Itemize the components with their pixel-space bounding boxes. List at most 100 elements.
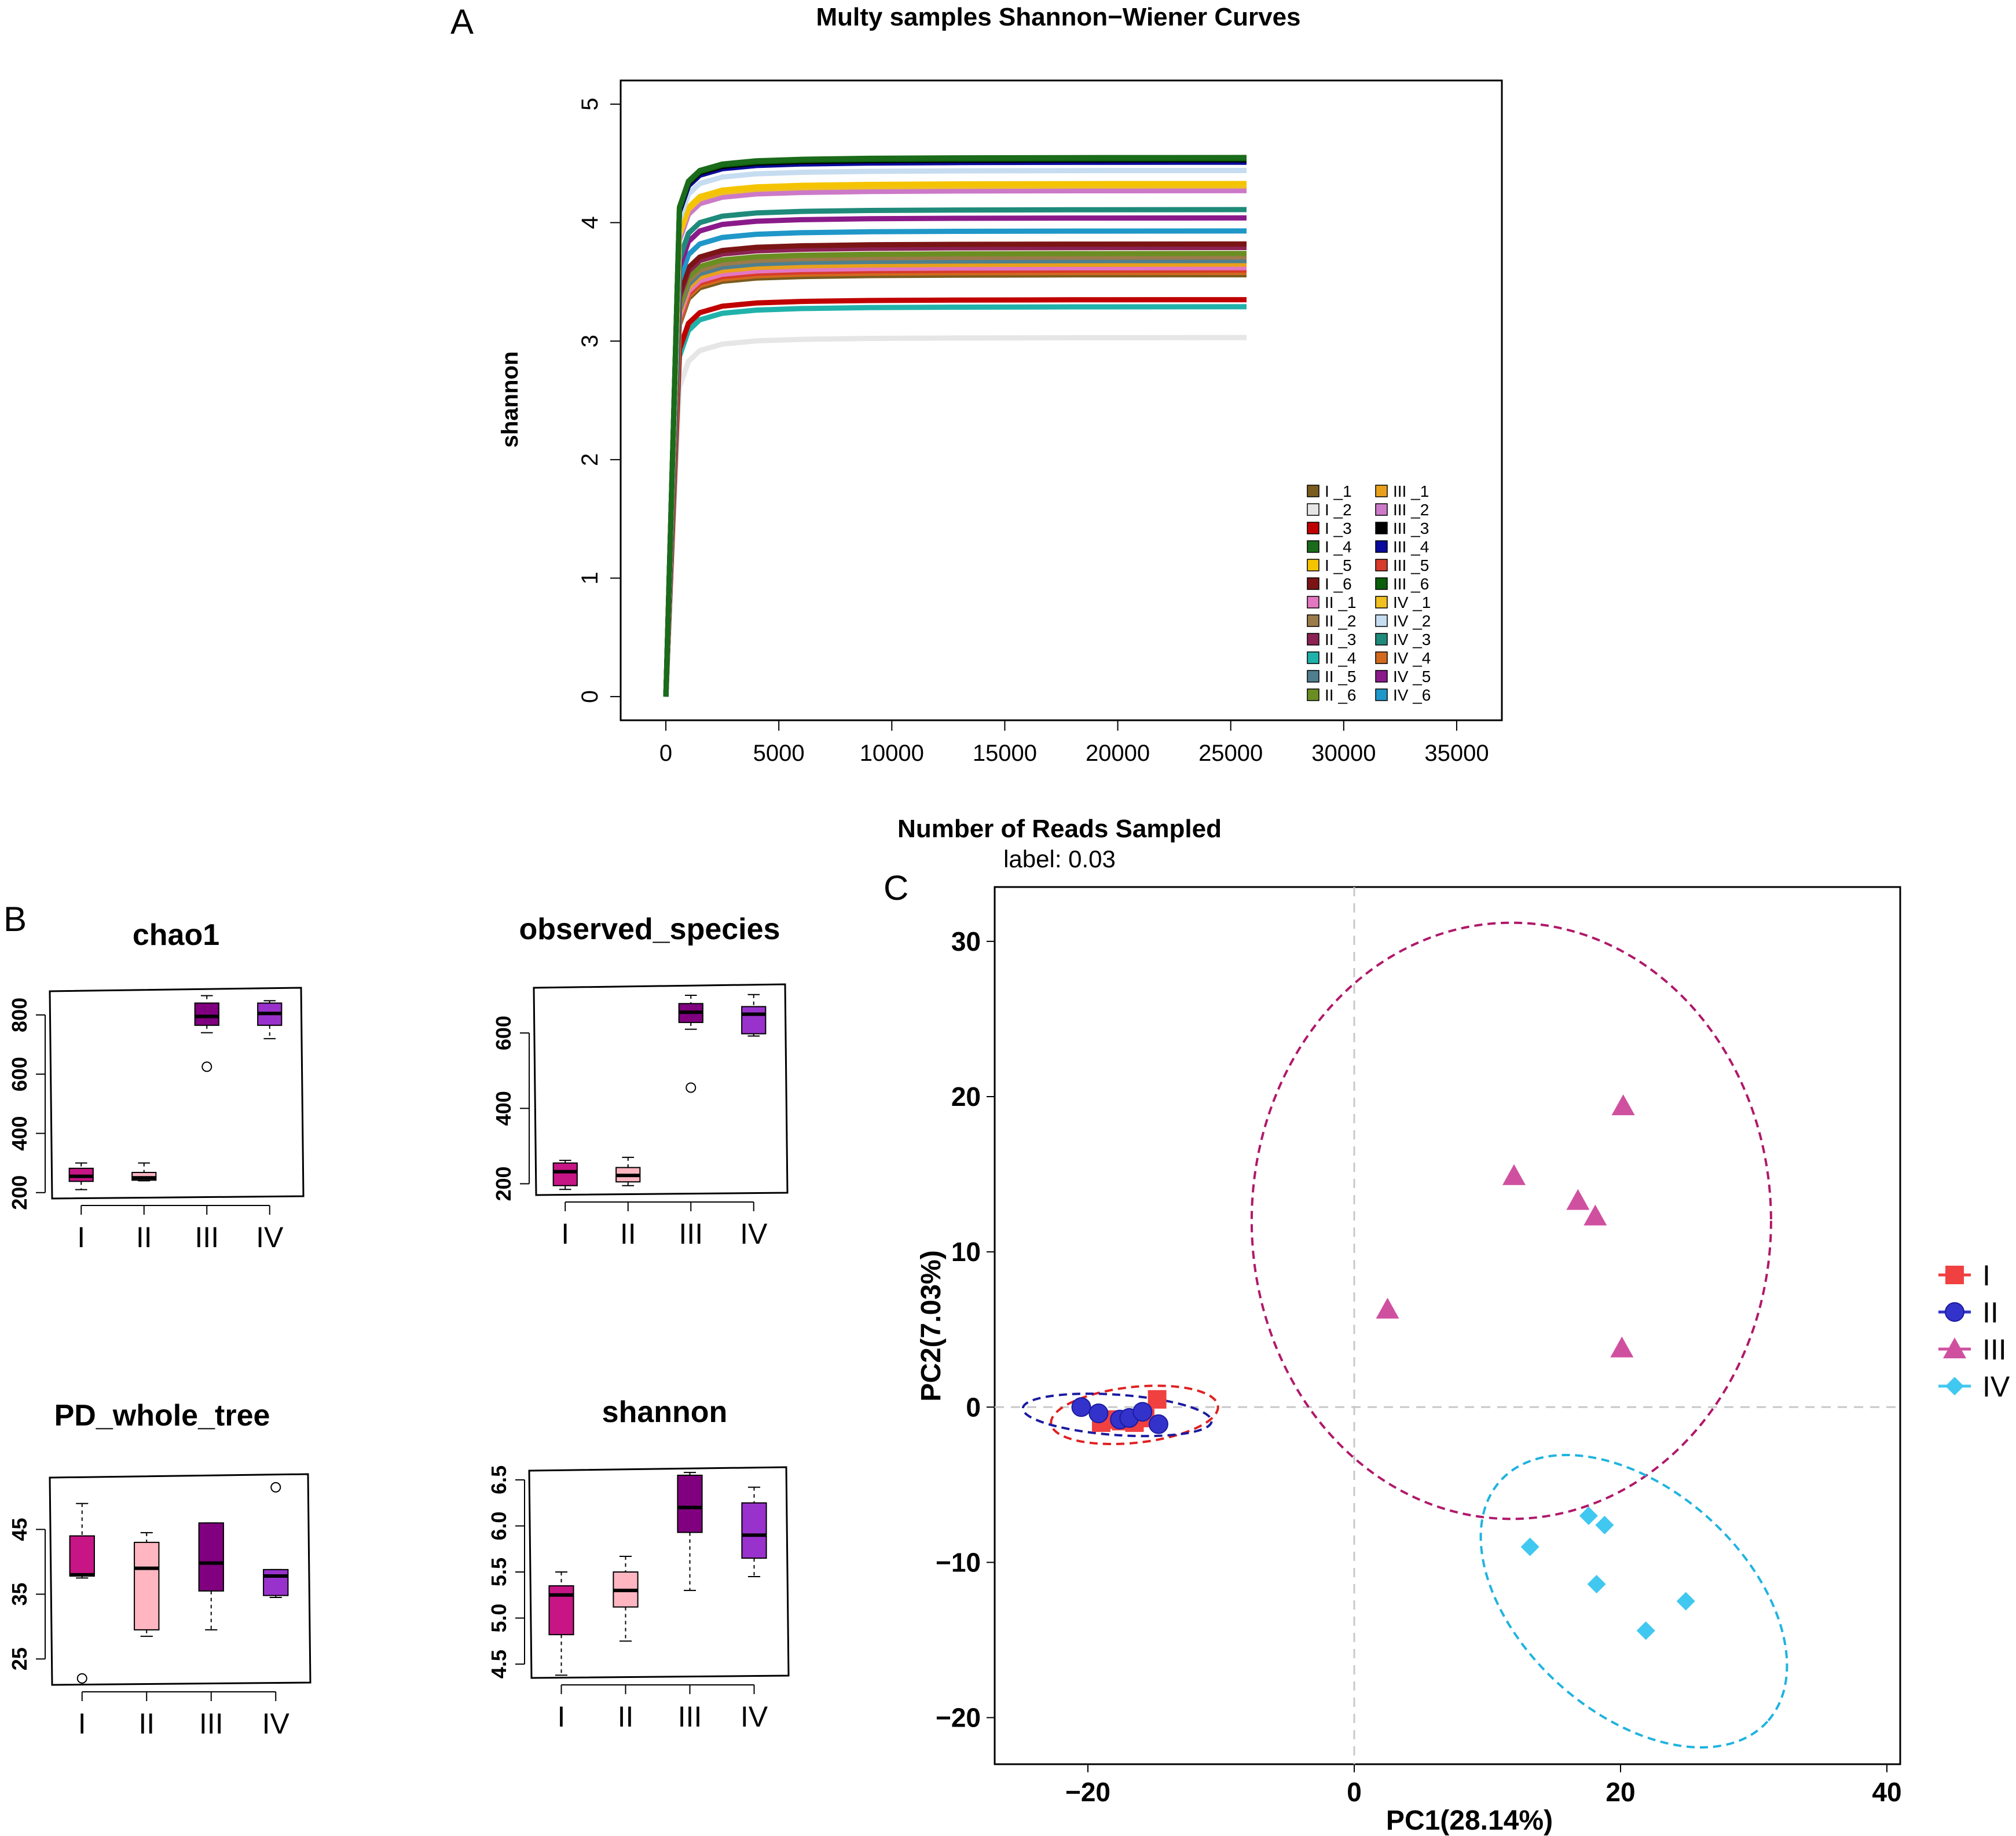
curve-iv_3 [663, 207, 1247, 697]
legend-label: III _3 [1393, 519, 1429, 537]
curve-i_2 [663, 335, 1247, 697]
legend-label: II _3 [1325, 631, 1356, 648]
y-tick-label: 600 [8, 1057, 31, 1091]
outlier-point [201, 1061, 212, 1072]
legend-label: III _6 [1393, 575, 1429, 593]
x-tick-label: III [195, 1221, 219, 1254]
y-tick-label: 25 [8, 1647, 31, 1670]
boxplot-title: PD_whole_tree [54, 1399, 270, 1432]
legend-swatch [1307, 596, 1319, 609]
x-tick-label: 40 [1872, 1777, 1901, 1807]
box [741, 1502, 767, 1559]
x-tick-label: III [678, 1701, 702, 1733]
y-tick-label: 4 [577, 216, 603, 229]
legend-swatch [1307, 688, 1319, 701]
x-tick-label: I [77, 1221, 85, 1254]
curve-i_4 [663, 155, 1247, 697]
legend-label: I [1982, 1259, 1991, 1292]
legend-swatch [1307, 651, 1319, 664]
y-tick-label: 2 [577, 453, 603, 466]
legend-swatch [1375, 540, 1388, 553]
y-tick-label: 0 [966, 1392, 981, 1422]
curve-iii_5 [663, 267, 1247, 697]
panel-b-label: B [3, 900, 27, 939]
point-square [1148, 1390, 1167, 1409]
point-circle [1071, 1397, 1091, 1417]
panel-a-shannon-wiener-curves: A Multy samples Shannon−Wiener Curves 0 5… [450, 2, 1503, 873]
x-tick-label: 0 [659, 741, 672, 766]
x-tick-label: I [558, 1701, 566, 1733]
x-tick-label: 15000 [973, 741, 1037, 766]
legend-label: III _4 [1393, 538, 1429, 556]
panel-c-points [1071, 1094, 1695, 1640]
legend-label: I _2 [1325, 501, 1352, 519]
legend-swatch [1375, 614, 1388, 627]
legend-label: II _1 [1325, 593, 1356, 611]
x-tick-label: 10000 [860, 741, 924, 766]
panel-c-label: C [884, 868, 908, 907]
x-tick-label: −20 [1065, 1777, 1110, 1807]
curve-iii_6 [663, 156, 1247, 697]
x-tick-label: IV [262, 1707, 290, 1740]
legend-label: II _4 [1325, 649, 1356, 667]
x-tick-label: II [136, 1221, 152, 1254]
legend-label: IV _3 [1393, 631, 1431, 648]
legend-label: IV [1982, 1370, 2010, 1403]
x-tick-label: III [199, 1707, 223, 1740]
legend-swatch [1307, 577, 1319, 590]
curve-ii_3 [663, 245, 1247, 697]
box [194, 1002, 219, 1026]
legend-label: II [1982, 1296, 1999, 1329]
panel-c-x-axis-label: PC1(28.14%) [1386, 1805, 1553, 1836]
boxplot-title: observed_species [519, 912, 780, 946]
boxplot-frame [528, 1466, 790, 1679]
legend-swatch [1307, 633, 1319, 646]
x-tick-label: IV [741, 1701, 768, 1733]
y-tick-label: 400 [8, 1116, 31, 1150]
point-diamond [1595, 1516, 1614, 1535]
x-tick-label: 30000 [1311, 741, 1376, 766]
point-triangle [1610, 1336, 1634, 1358]
boxplot-frame [533, 983, 789, 1196]
box [552, 1162, 578, 1186]
panel-c-ellipses [1021, 921, 1788, 1749]
curve-ii_1 [663, 265, 1247, 697]
legend-label: IV _2 [1393, 612, 1431, 630]
x-tick-label: 0 [1347, 1777, 1362, 1807]
curve-ii_2 [663, 254, 1247, 697]
boxplot-frame [49, 987, 305, 1200]
x-tick-label: 20000 [1086, 741, 1150, 766]
panel-c-y-axis-label: PC2(7.03%) [916, 1250, 947, 1401]
ellipse-group-ii [1021, 1392, 1213, 1438]
legend-label: I _3 [1325, 519, 1352, 537]
y-tick-label: 5 [577, 98, 603, 111]
legend-label: I _4 [1325, 538, 1352, 556]
curve-i_6 [663, 241, 1247, 697]
point-diamond [1587, 1574, 1606, 1593]
point-circle [1088, 1403, 1109, 1423]
point-diamond [1636, 1621, 1655, 1640]
legend-swatch [1307, 540, 1319, 553]
point-triangle [1943, 1337, 1966, 1358]
legend-swatch [1307, 559, 1319, 571]
panel-a-label: A [450, 2, 474, 41]
legend-swatch [1375, 503, 1388, 516]
legend-label: III _5 [1393, 556, 1429, 574]
x-tick-label: II [620, 1218, 636, 1250]
panel-a-subtitle: label: 0.03 [1003, 845, 1116, 873]
point-circle [1132, 1402, 1153, 1422]
y-tick-label: 1 [577, 571, 603, 584]
legend-swatch [1307, 503, 1319, 516]
box [741, 1006, 767, 1035]
legend-label: IV _6 [1393, 686, 1431, 704]
y-tick-label: 3 [577, 335, 603, 347]
outlier-point [270, 1482, 281, 1493]
legend-swatch [1307, 522, 1319, 534]
y-tick-label: 5.0 [487, 1604, 511, 1633]
y-tick-label: −10 [936, 1547, 981, 1577]
y-tick-label: 6.5 [487, 1465, 511, 1494]
